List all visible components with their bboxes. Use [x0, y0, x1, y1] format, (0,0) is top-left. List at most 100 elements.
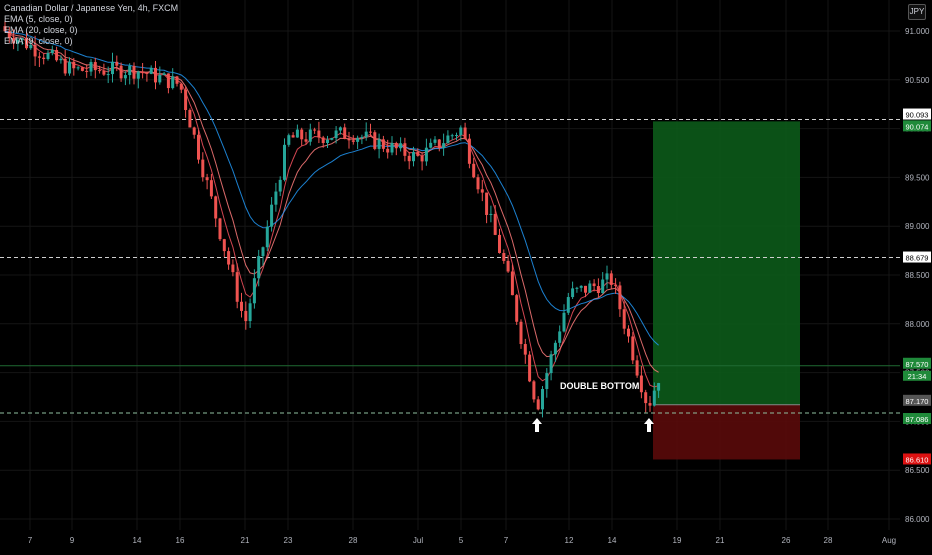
candle-body: [295, 129, 299, 138]
candle: [549, 350, 553, 381]
candle: [510, 264, 514, 296]
candle-body: [639, 375, 643, 393]
candle: [627, 325, 630, 343]
candle-body: [506, 260, 510, 272]
candle-body: [257, 256, 261, 279]
candle-body: [166, 73, 170, 89]
x-tick-label: 16: [176, 536, 185, 545]
candle-body: [136, 71, 140, 79]
candle-body: [536, 399, 540, 410]
candle: [467, 133, 471, 169]
candle-body: [115, 61, 119, 66]
candle-body: [16, 40, 20, 44]
candle: [80, 66, 84, 72]
candle: [536, 396, 540, 411]
candle: [618, 281, 622, 317]
candle-body: [317, 130, 321, 138]
candle: [278, 176, 282, 197]
candle: [657, 382, 661, 398]
candle-body: [46, 53, 50, 60]
candle: [459, 125, 463, 141]
candle: [42, 53, 46, 65]
price-tag-bg: [903, 251, 931, 263]
candle: [141, 63, 145, 79]
candle: [154, 61, 157, 90]
candle: [343, 123, 347, 140]
countdown-bg: [903, 370, 931, 381]
annotations: DOUBLE BOTTOM: [532, 381, 654, 432]
candle-body: [644, 392, 648, 404]
candle: [519, 319, 523, 349]
candle-body: [145, 72, 149, 74]
candle-body: [111, 61, 114, 75]
horizontal-lines: [0, 119, 900, 414]
x-tick-label: Jul: [413, 536, 423, 545]
candle: [257, 249, 261, 287]
candle: [76, 66, 80, 71]
price-tag-bg: [903, 394, 931, 406]
candle-body: [558, 331, 562, 343]
price-tag: 87.170: [903, 394, 931, 406]
candle-body: [162, 73, 166, 75]
candle: [412, 146, 415, 167]
candle-body: [313, 129, 317, 131]
time-axis-bg: [0, 530, 932, 550]
candle-body: [609, 273, 613, 285]
candle: [566, 292, 570, 315]
candle-body: [618, 285, 622, 310]
candle: [437, 138, 441, 152]
candle: [403, 137, 407, 162]
candle: [433, 136, 437, 146]
candle: [20, 37, 24, 45]
candle-body: [442, 143, 446, 148]
loss-zone[interactable]: [653, 404, 800, 460]
candle: [7, 26, 11, 43]
y-tick-label: 91.000: [905, 27, 930, 36]
candle-body: [605, 273, 609, 280]
price-tag-text: 90.093: [906, 111, 929, 120]
candle-body: [338, 127, 342, 131]
price-tag-bg: [903, 453, 931, 465]
candle: [209, 173, 213, 199]
candle-body: [622, 309, 626, 329]
candle-body: [214, 196, 218, 219]
candle: [261, 246, 265, 266]
currency-button[interactable]: JPY: [908, 4, 926, 20]
candle: [197, 130, 200, 164]
candle-body: [42, 57, 46, 60]
price-tag-text: 87.170: [906, 397, 929, 406]
candle: [493, 205, 497, 236]
candle: [455, 132, 458, 141]
candle-body: [85, 70, 89, 72]
candle: [614, 278, 618, 294]
candle-body: [549, 354, 553, 374]
profit-zone[interactable]: [653, 121, 800, 405]
candle-body: [76, 67, 80, 69]
candle: [149, 65, 153, 75]
candle-body: [545, 373, 549, 390]
candle-body: [652, 390, 656, 406]
candle-body: [424, 147, 428, 162]
candle-body: [446, 135, 450, 144]
candle: [515, 293, 519, 325]
candle: [214, 195, 218, 228]
candle-body: [498, 234, 501, 254]
candle: [3, 20, 7, 33]
y-tick-label: 89.000: [905, 222, 930, 231]
candle-body: [278, 179, 282, 192]
candle-body: [403, 143, 407, 156]
arrow-up-icon: [644, 418, 654, 432]
double-bottom-label: DOUBLE BOTTOM: [560, 381, 639, 391]
candle-body: [149, 67, 153, 74]
candle: [235, 263, 239, 309]
candle: [463, 122, 467, 140]
candle-body: [154, 67, 157, 83]
candle: [601, 272, 605, 294]
candle: [16, 37, 20, 52]
candle-body: [244, 310, 248, 322]
candle-body: [601, 279, 605, 294]
candle-body: [261, 247, 265, 257]
candles: [3, 20, 661, 418]
